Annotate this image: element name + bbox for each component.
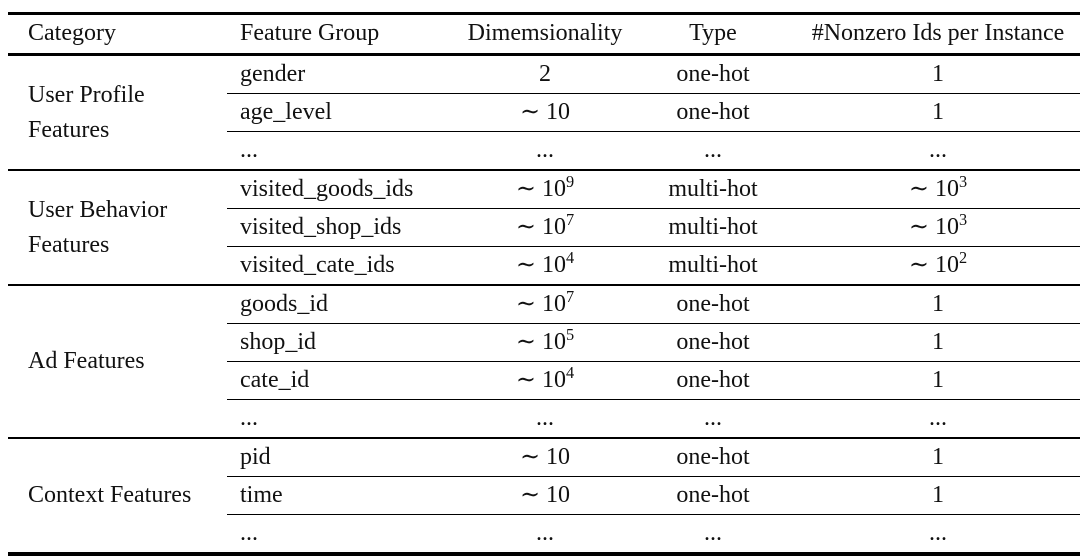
dimensionality-cell: ∼ 107 [460,208,630,247]
feature-group-cell: pid [227,437,460,477]
category-cell-ad: Ad Features [8,284,227,438]
nonzero-cell: 1 [796,437,1080,477]
feature-group-cell: ... [240,136,258,163]
type-cell: ... [704,136,722,163]
table-row: ... ... ... ... [8,515,1080,555]
nonzero-cell: 1 [796,284,1080,324]
nonzero-cell: 1 [796,93,1080,132]
feature-group-cell: visited_cate_ids [240,251,395,278]
nonzero-cell: 1 [796,361,1080,400]
table-row: ... ... ... ... [8,132,1080,171]
feature-group-cell: cate_id [227,361,460,400]
table-row: cate_id ∼ 104 one-hot 1 [8,361,1080,400]
category-cell-context: Context Features [8,437,227,554]
col-header-nonzero-ids: #Nonzero Ids per Instance [796,13,1080,56]
type-cell: multi-hot [668,251,758,278]
feature-group-cell: ... [240,404,258,431]
col-header-type: Type [630,13,796,56]
table-row: ... ... ... ... [8,400,1080,439]
nonzero-cell: ∼ 103 [796,169,1080,209]
dimensionality-cell: ∼ 107 [460,284,630,324]
dimensionality-cell: ∼ 10 [460,437,630,477]
type-cell: one-hot [630,476,796,515]
dimensionality-cell: ... [536,404,554,431]
feature-group-cell: gender [227,54,460,94]
feature-group-cell: shop_id [227,323,460,362]
dimensionality-cell: ∼ 10 [460,476,630,515]
dimensionality-cell: ... [536,136,554,163]
type-cell: one-hot [630,54,796,94]
type-cell: multi-hot [630,169,796,209]
col-header-category: Category [8,13,227,56]
table-row: shop_id ∼ 105 one-hot 1 [8,323,1080,362]
col-header-dimensionality: Dimemsionality [460,13,630,56]
category-cell-user-behavior: User Behavior Features [8,169,227,285]
type-cell: multi-hot [630,208,796,247]
dimensionality-cell: ∼ 105 [460,323,630,362]
feature-statistics-table-container: Category Feature Group Dimemsionality Ty… [8,12,1080,556]
feature-group-cell: visited_goods_ids [227,169,460,209]
type-cell: one-hot [630,437,796,477]
dimensionality-cell: ∼ 109 [460,169,630,209]
table-row: User Behavior Features visited_goods_ids… [8,169,1080,285]
type-cell: one-hot [630,323,796,362]
nonzero-cell: 1 [796,323,1080,362]
type-cell: one-hot [630,361,796,400]
nonzero-cell: ... [929,404,947,431]
table-row: visited_shop_ids ∼ 107 multi-hot ∼ 103 [8,208,1080,247]
type-cell: one-hot [630,93,796,132]
table-row: age_level ∼ 10 one-hot 1 [8,93,1080,132]
nonzero-cell: ∼ 103 [796,208,1080,247]
type-cell: ... [704,519,722,546]
dimensionality-cell: ∼ 104 [460,361,630,400]
dimensionality-cell: ∼ 10 [460,93,630,132]
dimensionality-cell: ... [536,519,554,546]
feature-group-cell: goods_id [227,284,460,324]
nonzero-cell: ∼ 102 [908,247,968,278]
col-header-feature-group: Feature Group [227,13,460,56]
feature-group-cell: age_level [227,93,460,132]
dimensionality-cell: ∼ 104 [515,247,575,278]
type-cell: ... [704,404,722,431]
nonzero-cell: ... [929,519,947,546]
feature-group-cell: visited_shop_ids [227,208,460,247]
category-cell-user-profile: User Profile Features [28,81,145,143]
header-row: Category Feature Group Dimemsionality Ty… [8,13,1080,56]
table-row: visited_cate_ids ∼ 104 multi-hot ∼ 102 [8,247,1080,286]
feature-group-cell: ... [240,519,258,546]
type-cell: one-hot [630,284,796,324]
feature-group-cell: time [227,476,460,515]
dimensionality-cell: 2 [460,54,630,94]
nonzero-cell: ... [929,136,947,163]
nonzero-cell: 1 [796,54,1080,94]
nonzero-cell: 1 [796,476,1080,515]
table-row: Context Features pid ∼ 10 one-hot 1 [8,437,1080,554]
feature-statistics-table: Category Feature Group Dimemsionality Ty… [8,12,1080,556]
table-row: Ad Features goods_id ∼ 107 one-hot 1 [8,284,1080,438]
table-row: User Profile Features gender 2 one-hot 1 [8,54,1080,143]
table-row: time ∼ 10 one-hot 1 [8,476,1080,515]
